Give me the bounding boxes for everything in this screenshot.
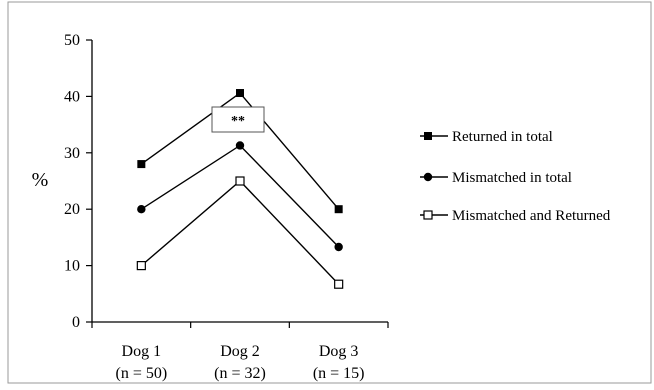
data-point bbox=[334, 242, 343, 252]
y-tick-label: 20 bbox=[64, 201, 80, 218]
data-point bbox=[136, 261, 146, 271]
series-markers bbox=[136, 89, 344, 289]
legend-label: Returned in total bbox=[452, 129, 553, 145]
annotation-text: ** bbox=[231, 114, 245, 129]
x-category-label: Dog 3 bbox=[319, 343, 359, 360]
x-category-sublabel: (n = 50) bbox=[115, 365, 167, 382]
legend-label: Mismatched in total bbox=[452, 170, 572, 186]
data-point bbox=[334, 279, 344, 289]
data-point bbox=[334, 205, 343, 214]
y-tick-label: 30 bbox=[64, 145, 80, 162]
y-tick-label: 10 bbox=[64, 258, 80, 275]
x-category-sublabel: (n = 32) bbox=[214, 365, 266, 382]
data-point bbox=[137, 205, 146, 214]
x-category-label: Dog 2 bbox=[220, 343, 260, 360]
x-categories: Dog 1 (n = 50) Dog 2 (n = 32) Dog 3 (n = 15) bbox=[91, 322, 389, 382]
legend: Returned in total Mismatched in total Mism… bbox=[420, 129, 611, 224]
axes bbox=[91, 40, 388, 323]
y-tick-label: 50 bbox=[64, 32, 80, 49]
figure-border bbox=[7, 1, 652, 384]
data-point bbox=[137, 160, 146, 169]
legend-marker bbox=[424, 132, 432, 140]
y-tick-label: 0 bbox=[72, 314, 80, 331]
data-point bbox=[235, 141, 245, 150]
y-ticks: 0 10 20 30 40 50 bbox=[64, 32, 92, 331]
series-line-3 bbox=[140, 180, 340, 285]
x-category-sublabel: (n = 15) bbox=[313, 365, 365, 382]
data-point bbox=[235, 176, 245, 186]
significance-annotation: ** bbox=[211, 106, 265, 133]
annotation-box bbox=[211, 106, 265, 133]
series-line-2 bbox=[140, 144, 340, 248]
legend-marker bbox=[423, 210, 433, 220]
x-category-label: Dog 1 bbox=[122, 343, 162, 360]
y-tick-label: 40 bbox=[64, 88, 80, 105]
legend-marker bbox=[423, 172, 433, 182]
legend-label: Mismatched and Returned bbox=[452, 208, 611, 224]
data-point bbox=[236, 89, 244, 98]
y-axis-title: % bbox=[32, 169, 49, 191]
